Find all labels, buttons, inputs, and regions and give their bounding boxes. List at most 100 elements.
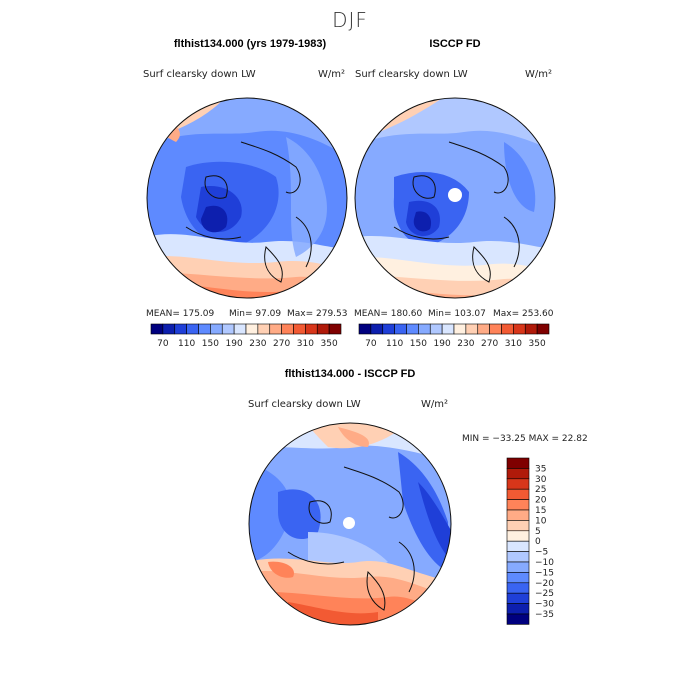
model-panel-title: flthist134.000 (yrs 1979-1983) — [173, 38, 327, 50]
obs-min-text: Min= 103.07 — [428, 309, 486, 319]
diff-min-max-text: MIN = −33.25 MAX = 22.82 — [462, 434, 588, 444]
obs-colorbar-swatch — [513, 323, 526, 335]
obs-colorbar-tick-label: 270 — [481, 339, 498, 349]
obs-panel-title: ISCCP FD — [429, 38, 481, 50]
diff-colorbar-tick-label: −15 — [535, 568, 554, 578]
obs-colorbar-tick-label: 70 — [365, 339, 377, 349]
diff-colorbar-swatch — [506, 582, 530, 594]
diff-colorbar-tick-label: 5 — [535, 527, 541, 537]
diff-colorbar-tick-label: −35 — [535, 610, 554, 620]
diff-var-label: Surf clearsky down LW — [248, 399, 361, 410]
obs-colorbar-swatch — [477, 323, 490, 335]
model-colorbar-swatch — [186, 323, 199, 335]
obs-colorbar-swatch — [489, 323, 502, 335]
diff-colorbar-swatch — [506, 520, 530, 532]
diff-colorbar-tick-label: 10 — [535, 516, 547, 526]
diff-colorbar-tick-label: −10 — [535, 558, 554, 568]
diff-colorbar-swatch — [506, 478, 530, 490]
diff-colorbar-tick-label: 35 — [535, 464, 546, 474]
model-colorbar-tick-label: 230 — [249, 339, 266, 349]
obs-polar-map — [354, 97, 556, 299]
model-colorbar-tick-label: 350 — [321, 339, 338, 349]
obs-colorbar-swatch — [406, 323, 419, 335]
obs-colorbar-swatch — [394, 323, 407, 335]
obs-colorbar-swatch — [382, 323, 395, 335]
obs-colorbar-tick-label: 150 — [410, 339, 427, 349]
model-colorbar-tick-label: 190 — [226, 339, 243, 349]
model-colorbar-swatch — [162, 323, 176, 335]
obs-colorbar-tick-label: 310 — [505, 339, 522, 349]
diff-colorbar-swatch — [506, 613, 530, 625]
obs-colorbar-tick-label: 230 — [457, 339, 474, 349]
season-title: DJF — [332, 8, 368, 32]
diff-colorbar-swatch — [506, 468, 530, 480]
diff-panel-title: flthist134.000 - ISCCP FD — [284, 368, 416, 380]
model-colorbar-swatch — [233, 323, 247, 335]
obs-colorbar-swatch — [418, 323, 431, 335]
obs-colorbar-swatch — [524, 323, 538, 335]
obs-var-label: Surf clearsky down LW — [355, 69, 468, 80]
diff-colorbar-tick-label: 30 — [535, 475, 547, 485]
model-colorbar-swatch — [245, 323, 259, 335]
model-mean-text: MEAN= 175.09 — [146, 309, 215, 319]
obs-units-label: W/m² — [525, 69, 553, 80]
diff-colorbar-swatch — [506, 592, 530, 604]
model-colorbar-swatch — [221, 323, 235, 335]
obs-colorbar-tick-label: 350 — [529, 339, 546, 349]
diff-colorbar-swatch — [506, 499, 530, 511]
diff-colorbar-swatch — [506, 572, 530, 584]
model-colorbar-swatch — [281, 323, 294, 335]
obs-colorbar-swatch — [370, 323, 384, 335]
obs-colorbar-swatch — [465, 323, 479, 335]
obs-colorbar-swatch — [501, 323, 514, 335]
obs-colorbar: 70 110 150 190 230 270 310 350 — [358, 323, 550, 349]
model-polar-map — [146, 97, 348, 299]
obs-colorbar-tick-label: 110 — [386, 339, 403, 349]
diff-colorbar-swatch — [506, 457, 530, 469]
model-min-text: Min= 97.09 — [229, 309, 282, 319]
model-colorbar-tick-label: 310 — [297, 339, 314, 349]
diff-colorbar-swatch — [506, 540, 530, 552]
diff-units-label: W/m² — [421, 399, 449, 410]
obs-max-text: Max= 253.60 — [493, 309, 554, 319]
model-colorbar-swatch — [316, 323, 330, 335]
model-colorbar-swatch — [150, 323, 164, 335]
diff-colorbar-tick-label: −20 — [535, 579, 554, 589]
model-var-label: Surf clearsky down LW — [143, 69, 256, 80]
diff-colorbar-tick-label: 20 — [535, 496, 547, 506]
model-colorbar-swatch — [269, 323, 282, 335]
model-colorbar-swatch — [198, 323, 211, 335]
model-colorbar-tick-label: 270 — [273, 339, 290, 349]
diff-colorbar-swatch — [506, 551, 530, 563]
obs-colorbar-swatch — [453, 323, 467, 335]
obs-colorbar-swatch — [536, 323, 550, 335]
model-units-label: W/m² — [318, 69, 346, 80]
model-colorbar-tick-label: 70 — [157, 339, 169, 349]
diff-colorbar-swatch — [506, 561, 530, 573]
obs-mean-text: MEAN= 180.60 — [354, 309, 423, 319]
model-colorbar-tick-label: 110 — [178, 339, 195, 349]
obs-colorbar-tick-label: 190 — [434, 339, 451, 349]
model-colorbar-swatch — [305, 323, 318, 335]
diff-colorbar-swatch — [506, 603, 530, 615]
diff-colorbar-tick-label: −5 — [535, 548, 548, 558]
model-colorbar-swatch — [257, 323, 271, 335]
diff-colorbar-tick-label: −30 — [535, 600, 554, 610]
model-colorbar-swatch — [174, 323, 187, 335]
diff-colorbar-swatch — [506, 509, 530, 521]
model-colorbar-swatch — [293, 323, 306, 335]
obs-colorbar-swatch — [441, 323, 455, 335]
diff-colorbar-swatch — [506, 488, 530, 500]
diff-colorbar-tick-label: 25 — [535, 485, 546, 495]
diff-polar-map — [248, 422, 452, 626]
model-max-text: Max= 279.53 — [287, 309, 348, 319]
model-colorbar-swatch — [210, 323, 223, 335]
diff-colorbar-tick-label: 0 — [535, 537, 541, 547]
model-colorbar: 70 110 150 190 230 270 310 350 — [150, 323, 342, 349]
diff-colorbar-tick-label: −25 — [535, 589, 554, 599]
model-colorbar-swatch — [328, 323, 342, 335]
model-colorbar-tick-label: 150 — [202, 339, 219, 349]
diff-colorbar-tick-label: 15 — [535, 506, 546, 516]
obs-colorbar-swatch — [429, 323, 443, 335]
